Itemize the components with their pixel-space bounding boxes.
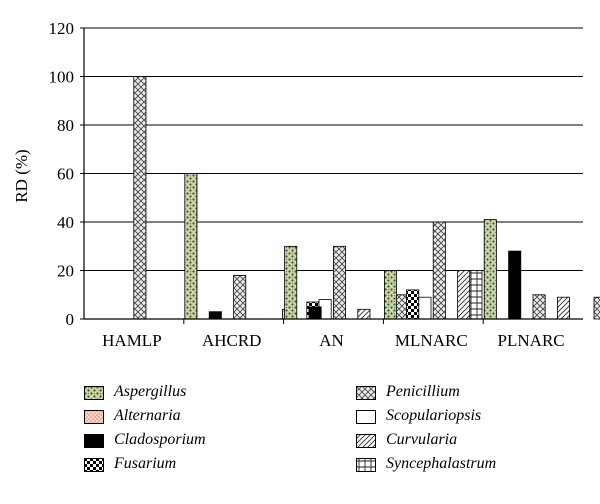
bar-penicillium-hamlp: [133, 76, 147, 320]
bar-aspergillus-plnarc: [483, 219, 497, 320]
y-tick-label: 20: [57, 262, 74, 281]
legend-label: Cladosporium: [114, 431, 206, 448]
y-tick-label: 40: [57, 213, 74, 232]
bars-layer: [133, 76, 600, 320]
bar-aspergillus-mlnarc: [383, 270, 397, 320]
legend-label: Fusarium: [114, 455, 177, 472]
legend-swatch: [84, 386, 104, 400]
legend-label: Scopulariopsis: [386, 407, 482, 424]
bar-penicillium-plnarc: [532, 294, 546, 320]
legend-label: Aspergillus: [114, 383, 187, 400]
bar-penicillium-plnarc: [593, 296, 600, 320]
legend-swatch: [84, 410, 104, 424]
y-tick-label: 80: [57, 116, 74, 135]
bar-scopulariopsis-an: [418, 296, 432, 320]
legend-label: Curvularia: [386, 431, 458, 448]
x-tick-label: HAMLP: [102, 331, 162, 350]
legend-swatch: [356, 434, 376, 448]
bar-penicillium-ahcrd: [233, 274, 247, 320]
bar-curvularia-an: [357, 308, 371, 320]
y-tick-label: 120: [49, 19, 75, 38]
legend-swatch: [356, 410, 376, 424]
bar-aspergillus-an: [284, 245, 298, 320]
gridlines: [84, 27, 583, 271]
x-tick-label: PLNARC: [498, 331, 565, 350]
legend-label: Syncephalastrum: [386, 455, 497, 472]
x-tick-label: AN: [319, 331, 344, 350]
x-tick-label: MLNARC: [395, 331, 468, 350]
y-tick-label: 100: [49, 68, 75, 87]
bar-aspergillus-ahcrd: [184, 173, 198, 320]
bar-penicillium-mlnarc: [432, 221, 446, 320]
bar-cladosporium-plnarc: [508, 250, 522, 320]
legend-label: Alternaria: [114, 407, 181, 424]
axes: 0 20 40 60 80 100 120 HAMLP AHCRD AN MLNARC PLNARC: [49, 19, 583, 350]
bar-curvularia-mlnarc: [457, 270, 471, 320]
bar-penicillium-an: [332, 245, 346, 320]
legend-label: Penicillium: [386, 383, 460, 400]
x-tick-label: AHCRD: [202, 331, 262, 350]
legend-swatch: [356, 458, 376, 472]
bar-cladosporium-an: [308, 306, 322, 320]
legend-swatch: [84, 434, 104, 448]
y-tick-label: 0: [66, 310, 75, 329]
legend-swatch: [84, 458, 104, 472]
bar-cladosporium-ahcrd: [208, 311, 222, 320]
bar-fusarium-an: [406, 289, 420, 320]
bar-curvularia-plnarc: [557, 296, 571, 320]
legend-swatch: [356, 386, 376, 400]
y-tick-label: 60: [57, 165, 74, 184]
bar-syncephalastrum-mlnarc: [469, 270, 483, 320]
y-axis-label: RD (%): [12, 149, 31, 202]
